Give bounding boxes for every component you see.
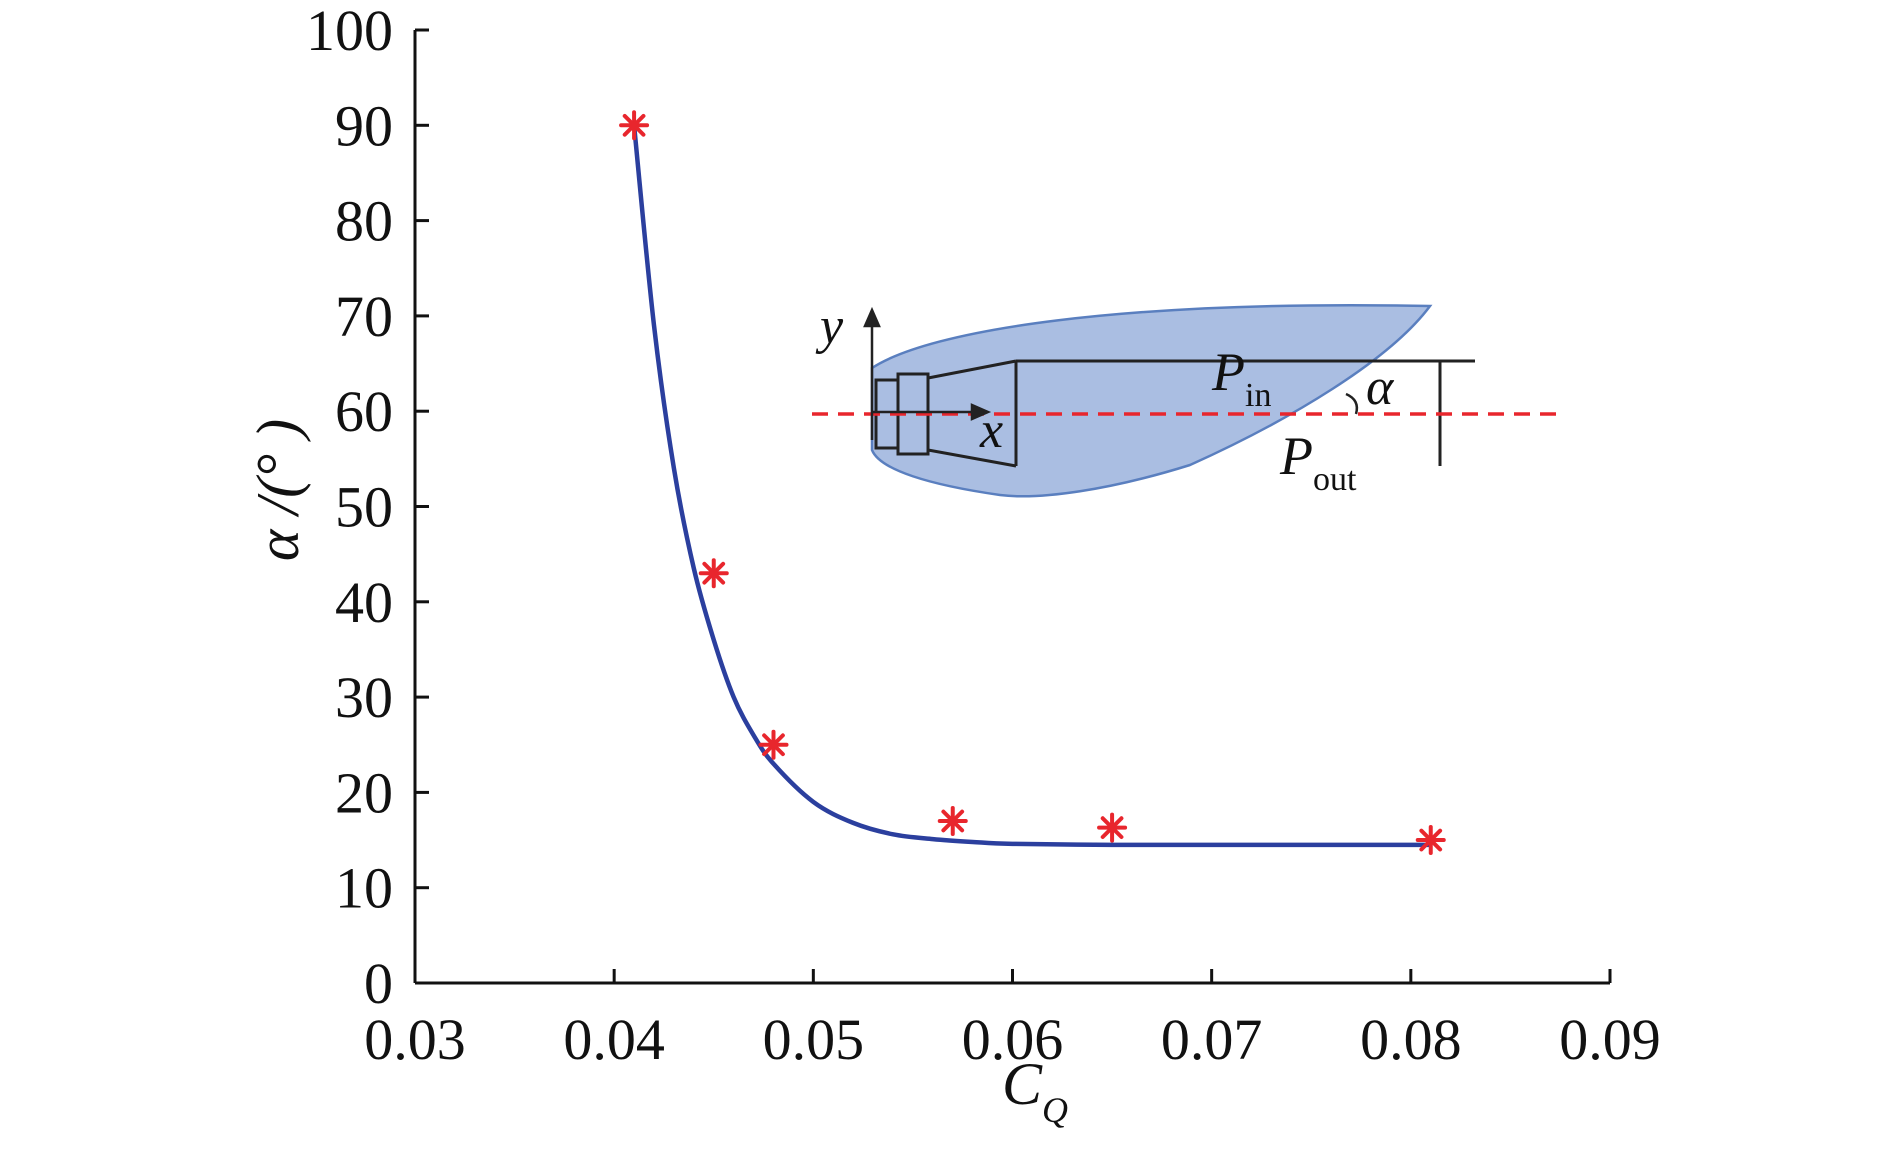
inset-p-out-sub: out [1313, 461, 1357, 498]
inset-p-out-main: P [1279, 426, 1313, 486]
y-tick-label: 80 [335, 189, 393, 254]
y-tick-label: 10 [335, 856, 393, 921]
inset-plume [870, 303, 1433, 498]
inset-p-in-main: P [1211, 342, 1245, 402]
inset-y-label: y [815, 298, 844, 355]
x-tick-label: 0.04 [563, 1007, 665, 1072]
inset-p-out-label: Pout [1279, 426, 1357, 498]
y-axis-title: α /(° ) [245, 419, 311, 561]
y-tick-label: 0 [364, 951, 393, 1016]
x-tick-label: 0.03 [364, 1007, 466, 1072]
x-axis-title-main: C [1002, 1051, 1043, 1117]
fit-curve [631, 125, 1431, 848]
inset-x-label: x [979, 402, 1003, 459]
y-tick-label: 60 [335, 379, 393, 444]
inset-y-arrow [863, 306, 881, 328]
data-point [937, 805, 968, 836]
x-tick-label: 0.07 [1161, 1007, 1263, 1072]
y-tick-label: 100 [306, 0, 393, 63]
y-tick-label: 50 [335, 475, 393, 540]
inset-p-in-sub: in [1245, 377, 1271, 414]
y-axis-ticks: 0 10 20 30 40 50 60 70 80 90 100 [306, 0, 429, 1016]
y-tick-label: 30 [335, 665, 393, 730]
x-axis-title-sub: Q [1042, 1090, 1068, 1130]
inset-angle-label: α [1366, 359, 1395, 416]
inset-axes [863, 306, 992, 440]
inset-x-arrow [970, 403, 992, 421]
x-axis-title: CQ [1002, 1051, 1068, 1130]
x-tick-label: 0.06 [962, 1007, 1064, 1072]
y-tick-label: 40 [335, 570, 393, 635]
data-point [619, 110, 650, 141]
x-tick-label: 0.08 [1360, 1007, 1462, 1072]
y-tick-label: 70 [335, 284, 393, 349]
x-tick-label: 0.05 [763, 1007, 865, 1072]
x-tick-label: 0.09 [1559, 1007, 1661, 1072]
inset-schematic: y x Pin Pout α [812, 298, 1560, 498]
y-tick-label: 20 [335, 760, 393, 825]
data-point [1415, 825, 1446, 856]
y-tick-label: 90 [335, 93, 393, 158]
data-point [1097, 812, 1128, 843]
inset-angle-arc [1345, 392, 1359, 415]
data-point [698, 558, 729, 589]
data-point [758, 729, 789, 760]
data-points [619, 110, 1446, 856]
x-axis-ticks: 0.03 0.04 0.05 0.06 0.07 0.08 0.09 [364, 969, 1661, 1072]
inset-p-in-label: Pin [1211, 342, 1271, 414]
